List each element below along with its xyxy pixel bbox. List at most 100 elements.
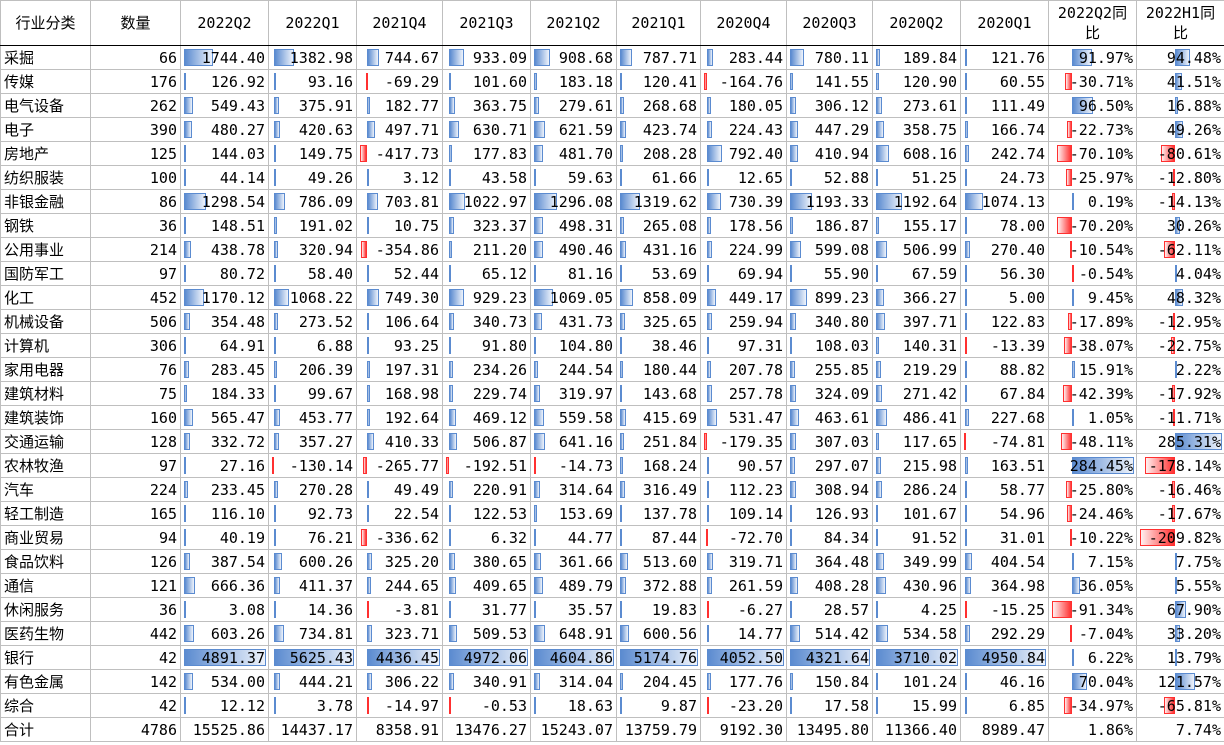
cell-text: 506.87 (472, 432, 527, 451)
cell-text: 297.07 (814, 456, 869, 475)
cell-text: 4052.50 (719, 648, 783, 667)
value-cell: 90.57 (700, 453, 787, 478)
data-bar (1174, 49, 1191, 66)
data-bar (449, 193, 466, 210)
value-cell: 163.51 (960, 453, 1049, 478)
value-cell: 97 (90, 453, 181, 478)
data-bar (1071, 673, 1088, 690)
value-cell: 22.54 (356, 501, 443, 526)
data-bar (876, 313, 885, 330)
cell-text: 106.64 (384, 312, 439, 331)
data-bar (876, 481, 883, 498)
value-cell: 565.47 (180, 405, 269, 430)
category-cell: 非银金融 (0, 189, 91, 214)
cell-text: -265.77 (375, 456, 439, 475)
data-row: 计算机 306 64.91 6.88 93.25 91.80 104.80 38.46 97.3… (0, 333, 1224, 358)
data-bar (273, 97, 280, 114)
data-bar (620, 529, 622, 546)
data-bar (449, 673, 455, 690)
value-cell: 12.12 (180, 693, 269, 718)
value-cell: 99.67 (268, 381, 357, 406)
data-bar (965, 553, 972, 570)
cell-text: 233.45 (210, 480, 265, 499)
value-cell: 49.26% (1136, 117, 1224, 142)
cell-text: 1744.40 (201, 48, 265, 67)
cell-text: 121 (149, 576, 177, 595)
cell-text: -91.34% (1069, 600, 1133, 619)
cell-text: 197.31 (384, 360, 439, 379)
category-cell: 交通运输 (0, 429, 91, 454)
cell-text: 医药生物 (4, 625, 65, 643)
data-bar (965, 121, 968, 138)
value-cell: 531.47 (700, 405, 787, 430)
value-cell: 14.36 (268, 597, 357, 622)
cell-text: 93.16 (307, 72, 353, 91)
value-cell: 438.78 (180, 237, 269, 262)
cell-text: 234.26 (472, 360, 527, 379)
cell-text: 91.80 (481, 336, 527, 355)
cell-text: 1022.97 (463, 192, 527, 211)
data-bar (184, 265, 186, 282)
value-cell: 40.19 (180, 525, 269, 550)
value-cell: 489.79 (530, 573, 617, 598)
data-bar (790, 625, 800, 642)
data-row: 纺织服装 100 44.14 49.26 3.12 43.58 59.63 61.66 12.6… (0, 165, 1224, 190)
value-cell: 16.88% (1136, 93, 1224, 118)
cell-text: 46.16 (999, 672, 1045, 691)
value-cell: 449.17 (700, 285, 787, 310)
data-row: 化工 452 1170.12 1068.22 749.30 929.23 1069.05 85… (0, 285, 1224, 310)
value-cell: 325.20 (356, 549, 443, 574)
value-cell: 76.21 (268, 525, 357, 550)
data-bar (876, 625, 888, 642)
value-cell: 186.87 (786, 213, 873, 238)
value-cell: 168.98 (356, 381, 443, 406)
cell-text: 431.16 (642, 240, 697, 259)
data-bar (965, 337, 967, 354)
value-cell: 36 (90, 597, 181, 622)
cell-text: -12.80% (1157, 168, 1221, 187)
cell-text: 244.65 (384, 576, 439, 595)
data-bar (790, 457, 796, 474)
cell-text: 4950.84 (981, 648, 1045, 667)
cell-text: 332.72 (210, 432, 265, 451)
value-cell: 121 (90, 573, 181, 598)
value-cell: 49.49 (356, 477, 443, 502)
category-cell: 机械设备 (0, 309, 91, 334)
cell-text: 8989.47 (981, 720, 1045, 739)
value-cell: 120.41 (616, 69, 701, 94)
cell-text: 621.59 (558, 120, 613, 139)
data-bar (366, 217, 369, 234)
data-bar (273, 577, 280, 594)
cell-text: 316.49 (642, 480, 697, 499)
data-bar (449, 505, 452, 522)
category-cell: 采掘 (0, 45, 91, 70)
cell-text: -22.73% (1069, 120, 1133, 139)
cell-text: 交通运输 (4, 433, 65, 451)
data-bar (620, 481, 625, 498)
value-cell: -12.80% (1136, 165, 1224, 190)
data-row: 建筑材料 75 184.33 99.67 168.98 229.74 319.97 143.6… (0, 381, 1224, 406)
cell-text: 84.34 (823, 528, 869, 547)
cell-text: -164.76 (719, 72, 783, 91)
data-row: 食品饮料 126 387.54 600.26 325.20 380.65 361.66 513… (0, 549, 1224, 574)
cell-text: 5.00 (1008, 288, 1045, 307)
data-bar (184, 49, 214, 66)
data-bar (1063, 337, 1072, 354)
cell-text: 93.25 (393, 336, 439, 355)
cell-text: 70.04% (1078, 672, 1133, 691)
value-cell: 358.75 (872, 117, 961, 142)
cell-text: 91.52 (911, 528, 957, 547)
value-cell: 180.44 (616, 357, 701, 382)
data-bar (707, 625, 710, 642)
cell-text: -209.82% (1148, 528, 1221, 547)
value-cell: 61.66 (616, 165, 701, 190)
data-bar (534, 457, 536, 474)
data-bar (273, 313, 278, 330)
cell-text: 319.97 (558, 384, 613, 403)
value-cell: -74.81 (960, 429, 1049, 454)
cell-text: 14437.17 (280, 720, 353, 739)
value-cell: -336.62 (356, 525, 443, 550)
data-bar (361, 529, 367, 546)
value-cell: 283.45 (180, 357, 269, 382)
value-cell: 8989.47 (960, 717, 1049, 742)
